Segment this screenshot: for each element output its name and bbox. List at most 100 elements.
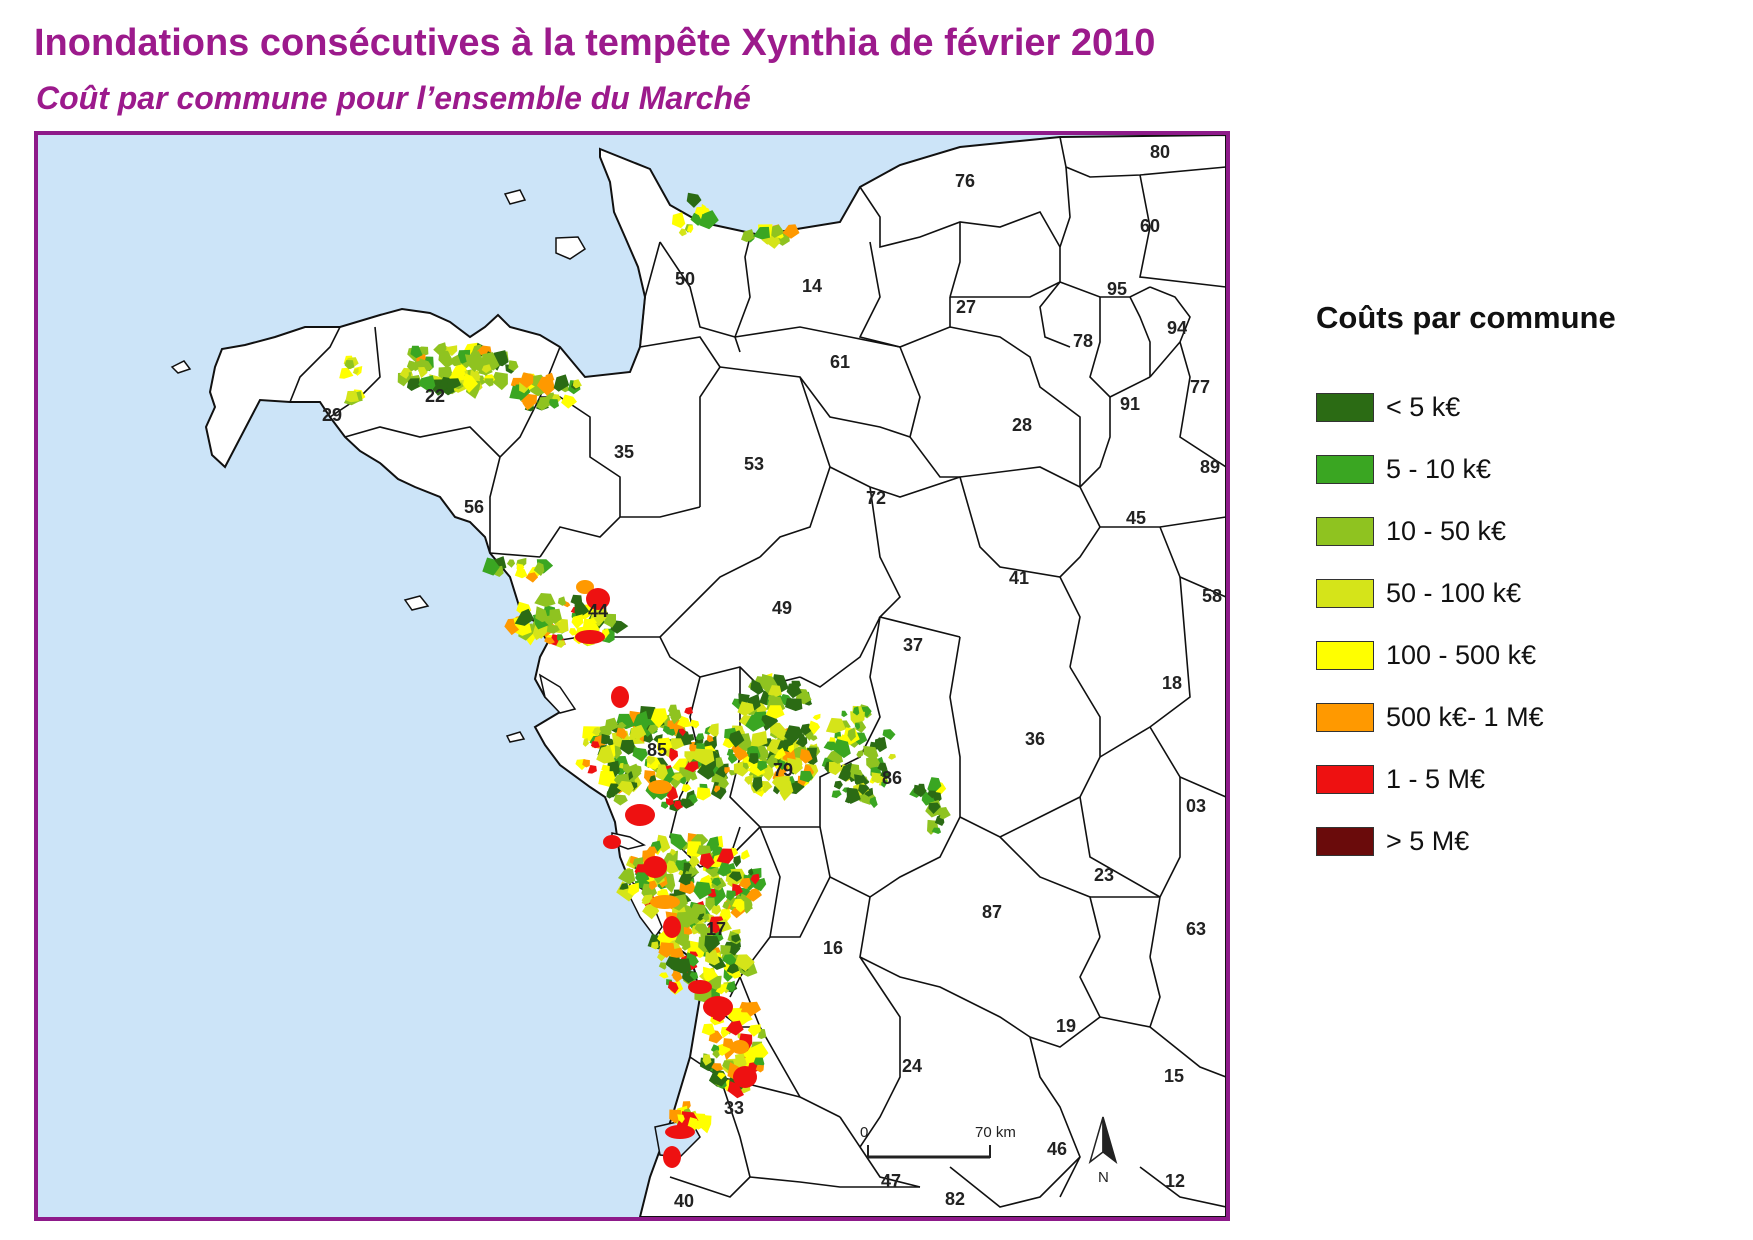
commune-area [585,617,597,626]
commune-area [825,717,846,734]
commune-area [438,366,453,382]
scale-bar: 0 70 km [860,1124,1016,1159]
commune-area [669,748,679,762]
commune-area [663,1146,681,1168]
commune-area [784,725,803,745]
commune-area [611,686,629,708]
legend-item: 100 - 500 k€ [1316,624,1736,686]
commune-area [508,360,519,372]
department-label-86: 86 [882,768,902,788]
commune-area [651,941,659,950]
commune-area [753,226,770,240]
commune-area [678,873,692,886]
department-label-15: 15 [1164,1066,1184,1086]
commune-area [603,835,621,849]
commune-area [699,853,715,870]
commune-area [571,614,584,629]
commune-area [747,1024,761,1037]
commune-area [576,580,594,594]
department-label-16: 16 [823,938,843,958]
legend-item: > 5 M€ [1316,810,1736,872]
legend-swatch [1316,702,1374,732]
commune-area [684,706,693,715]
commune-area [671,212,686,229]
commune-area [406,378,420,391]
department-label-58: 58 [1202,586,1222,606]
commune-area [725,980,736,993]
commune-area [927,790,936,799]
department-label-36: 36 [1025,729,1045,749]
commune-area [683,926,693,935]
department-label-33: 33 [724,1098,744,1118]
department-label-27: 27 [956,297,976,317]
commune-area [677,1114,685,1124]
commune-area [774,747,786,760]
commune-area [685,915,698,926]
commune-area [701,203,708,215]
legend: Coûts par commune < 5 k€ 5 - 10 k€ 10 - 50… [1316,300,1736,872]
legend-swatch [1316,826,1374,856]
commune-area [582,738,589,747]
commune-area [681,940,691,951]
north-arrow-icon: N [1088,1116,1118,1186]
commune-area [833,780,843,790]
commune-area [882,729,896,741]
commune-area [723,941,741,956]
commune-area [689,856,700,869]
commune-area [917,783,925,794]
commune-area [686,841,702,859]
legend-label: > 5 M€ [1386,825,1470,856]
commune-area [706,734,714,743]
commune-area [776,729,787,741]
legend-item: 5 - 10 k€ [1316,438,1736,500]
commune-area [767,685,782,697]
department-label-91: 91 [1120,394,1140,414]
commune-area [545,615,554,627]
commune-area [665,1125,695,1139]
commune-area [741,229,755,243]
commune-area [713,785,721,793]
commune-area [544,637,555,645]
commune-area [725,1020,744,1036]
commune-area [702,1054,712,1066]
commune-area [506,559,516,568]
commune-area [446,345,458,356]
commune-area [726,963,740,974]
commune-area [690,719,700,729]
commune-area [658,972,669,979]
commune-area [808,720,821,735]
commune-area [552,394,560,403]
commune-area [684,761,699,773]
commune-area [760,749,770,759]
commune-area [727,1081,744,1099]
commune-area [619,883,629,890]
commune-area [569,628,578,636]
commune-area [412,361,423,372]
department-label-45: 45 [1126,508,1146,528]
commune-area [850,711,865,727]
commune-area [671,773,684,781]
commune-area [598,770,617,787]
department-label-79: 79 [773,760,793,780]
department-label-46: 46 [1047,1139,1067,1159]
commune-area [860,706,872,718]
commune-area [738,877,751,890]
commune-area [704,935,720,954]
commune-area [649,880,658,891]
department-label-78: 78 [1073,331,1093,351]
commune-area [582,759,590,768]
commune-area [722,901,730,910]
commune-area [874,736,887,753]
department-label-03: 03 [1186,796,1206,816]
commune-area [854,722,861,730]
department-borders [289,136,1226,1208]
department-label-49: 49 [772,598,792,618]
commune-area [721,954,739,966]
commune-area [514,608,535,626]
commune-area [705,949,720,966]
commune-area [650,895,680,909]
commune-area [533,562,545,576]
commune-area [482,557,500,576]
commune-area [662,725,671,735]
department-label-12: 12 [1165,1171,1185,1191]
